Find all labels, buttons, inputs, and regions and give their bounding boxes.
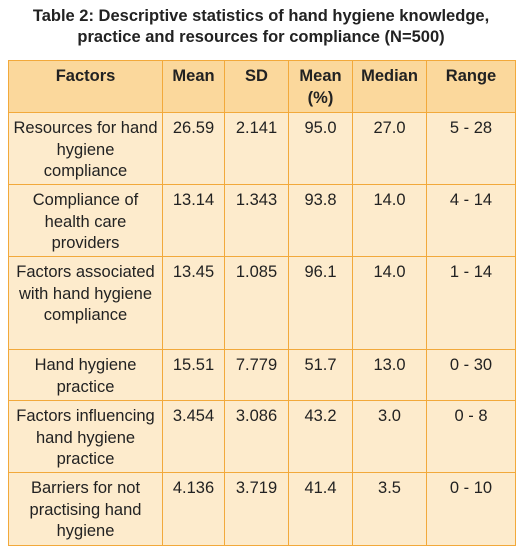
value-cell: 7.779 — [224, 349, 289, 401]
header-cell: SD — [224, 60, 289, 113]
value-cell: 5 - 28 — [426, 112, 516, 185]
table-row: Hand hygiene practice 15.51 7.779 51.7 13.0 0… — [8, 349, 516, 401]
table-row: Resources for hand hygiene compliance 26.… — [8, 112, 516, 185]
value-cell: 3.0 — [352, 400, 427, 473]
value-cell: 13.14 — [162, 184, 225, 257]
value-cell: 2.141 — [224, 112, 289, 185]
value-cell: 3.086 — [224, 400, 289, 473]
factor-cell: Resources for hand hygiene compliance — [8, 112, 163, 185]
value-cell: 13.45 — [162, 256, 225, 350]
value-cell: 0 - 10 — [426, 472, 516, 546]
value-cell: 95.0 — [288, 112, 353, 185]
value-cell: 51.7 — [288, 349, 353, 401]
table-row: Factors associated with hand hygiene com… — [8, 256, 516, 350]
value-cell: 26.59 — [162, 112, 225, 185]
value-cell: 13.0 — [352, 349, 427, 401]
value-cell: 14.0 — [352, 256, 427, 350]
value-cell: 43.2 — [288, 400, 353, 473]
factor-cell: Barriers for not practising hand hygiene — [8, 472, 163, 546]
value-cell: 3.719 — [224, 472, 289, 546]
value-cell: 0 - 30 — [426, 349, 516, 401]
table-row: Factors influencing hand hygiene practic… — [8, 400, 516, 473]
factor-cell: Hand hygiene practice — [8, 349, 163, 401]
header-cell: Mean (%) — [288, 60, 353, 113]
header-cell: Median — [352, 60, 427, 113]
table-row: Compliance of health care providers 13.14… — [8, 184, 516, 257]
value-cell: 14.0 — [352, 184, 427, 257]
value-cell: 1 - 14 — [426, 256, 516, 350]
value-cell: 27.0 — [352, 112, 427, 185]
factor-cell: Factors influencing hand hygiene practic… — [8, 400, 163, 473]
header-row: Factors Mean SD Mean (%) Median Range — [8, 60, 516, 113]
value-cell: 41.4 — [288, 472, 353, 546]
value-cell: 4.136 — [162, 472, 225, 546]
value-cell: 1.085 — [224, 256, 289, 350]
factor-cell: Factors associated with hand hygiene com… — [8, 256, 163, 350]
value-cell: 3.5 — [352, 472, 427, 546]
header-cell: Factors — [8, 60, 163, 113]
factor-cell: Compliance of health care providers — [8, 184, 163, 257]
table-title: Table 2: Descriptive statistics of hand … — [32, 7, 490, 46]
value-cell: 93.8 — [288, 184, 353, 257]
value-cell: 96.1 — [288, 256, 353, 350]
page: Table 2: Descriptive statistics of hand … — [0, 6, 522, 554]
header-cell: Range — [426, 60, 516, 113]
value-cell: 3.454 — [162, 400, 225, 473]
value-cell: 15.51 — [162, 349, 225, 401]
value-cell: 1.343 — [224, 184, 289, 257]
header-cell: Mean — [162, 60, 225, 113]
value-cell: 0 - 8 — [426, 400, 516, 473]
table-row: Barriers for not practising hand hygiene… — [8, 472, 516, 546]
stats-table: Factors Mean SD Mean (%) Median Range Resourc… — [8, 60, 516, 546]
value-cell: 4 - 14 — [426, 184, 516, 257]
